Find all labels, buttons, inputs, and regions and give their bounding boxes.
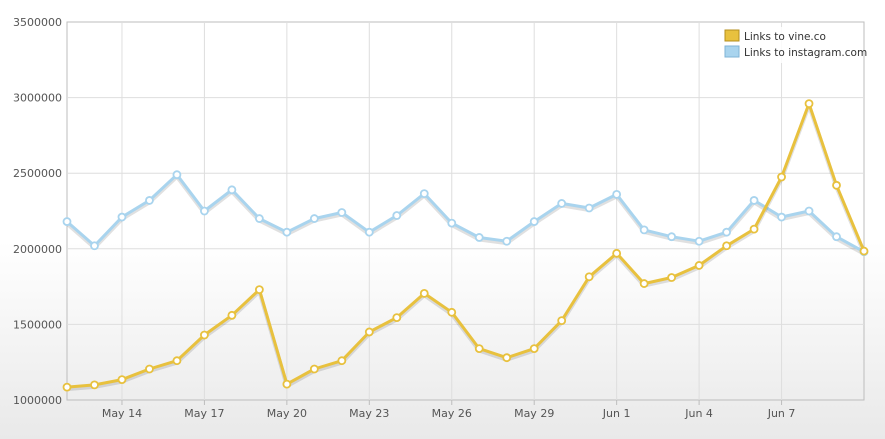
data-point-vine[interactable] — [529, 344, 539, 353]
legend-label-instagram: Links to instagram.com — [744, 47, 867, 59]
data-point-instagram[interactable] — [557, 199, 567, 208]
data-point-vine[interactable] — [722, 241, 731, 251]
data-point-instagram[interactable] — [364, 227, 374, 237]
data-point-instagram[interactable] — [62, 217, 72, 226]
y-tick-label: 2000000 — [13, 243, 62, 256]
data-point-vine[interactable] — [254, 285, 264, 295]
data-point-vine[interactable] — [117, 375, 127, 384]
data-point-vine[interactable] — [419, 289, 429, 298]
data-point-instagram[interactable] — [117, 212, 127, 222]
data-point-vine[interactable] — [447, 307, 457, 317]
x-tick-label: Jun 1 — [602, 407, 631, 420]
y-tick-label: 2500000 — [13, 167, 62, 180]
x-tick-label: Jun 7 — [767, 407, 796, 420]
data-point-instagram[interactable] — [282, 227, 292, 237]
y-tick-label: 3500000 — [13, 16, 62, 29]
y-tick-label: 1500000 — [13, 318, 62, 331]
legend-swatch-instagram — [724, 45, 740, 58]
legend-swatch-vine — [724, 29, 740, 42]
data-point-vine[interactable] — [749, 224, 759, 234]
data-point-instagram[interactable] — [722, 227, 731, 237]
data-point-instagram[interactable] — [309, 214, 319, 223]
data-point-vine[interactable] — [694, 261, 704, 270]
data-point-instagram[interactable] — [419, 189, 429, 199]
data-point-vine[interactable] — [200, 330, 209, 340]
data-point-vine[interactable] — [502, 353, 512, 363]
data-point-vine[interactable] — [227, 310, 237, 320]
data-point-vine[interactable] — [282, 379, 292, 389]
data-point-instagram[interactable] — [832, 232, 841, 242]
data-point-instagram[interactable] — [474, 233, 484, 242]
series-line-shadow-vine — [66, 103, 866, 392]
data-point-instagram[interactable] — [749, 196, 759, 205]
data-point-instagram[interactable] — [612, 189, 622, 199]
data-point-instagram[interactable] — [90, 241, 99, 251]
y-axis-ticks: 3500000 3000000 2500000 2000000 1500000 10000… — [13, 16, 62, 407]
data-point-vine[interactable] — [392, 313, 402, 322]
series-group — [62, 99, 869, 392]
x-tick-label: Jun 4 — [684, 407, 713, 420]
x-tick-label: May 20 — [267, 407, 307, 420]
data-point-vine[interactable] — [612, 248, 622, 258]
x-tick-label: May 17 — [184, 407, 224, 420]
data-point-instagram[interactable] — [777, 212, 786, 222]
x-tick-label: May 23 — [349, 407, 389, 420]
data-point-vine[interactable] — [62, 382, 72, 392]
data-point-vine[interactable] — [337, 356, 347, 366]
data-point-instagram[interactable] — [502, 236, 512, 246]
data-point-vine[interactable] — [172, 356, 182, 366]
data-point-vine[interactable] — [309, 364, 319, 374]
data-point-instagram[interactable] — [639, 225, 649, 235]
data-point-instagram[interactable] — [694, 236, 704, 246]
data-point-vine[interactable] — [777, 172, 786, 182]
series-line-vine — [66, 102, 866, 389]
data-point-vine[interactable] — [667, 273, 677, 282]
data-point-instagram[interactable] — [254, 214, 264, 223]
data-point-instagram[interactable] — [392, 211, 402, 220]
data-point-vine[interactable] — [639, 279, 649, 288]
data-point-vine[interactable] — [145, 364, 154, 374]
data-point-vine[interactable] — [364, 327, 374, 337]
data-point-vine[interactable] — [832, 180, 841, 190]
data-point-vine[interactable] — [557, 316, 567, 326]
legend-label-vine: Links to vine.co — [744, 31, 826, 43]
data-point-instagram[interactable] — [529, 217, 539, 226]
data-point-instagram[interactable] — [447, 218, 457, 228]
x-tick-label: May 14 — [102, 407, 142, 420]
x-axis-ticks: May 14 May 17 May 20 May 23 May 26 May 29 Jun … — [102, 400, 796, 420]
series-line-instagram — [66, 173, 865, 254]
legend: Links to vine.co Links to instagram.com — [720, 27, 867, 63]
x-tick-label: May 29 — [514, 407, 554, 420]
data-point-instagram[interactable] — [227, 185, 237, 195]
data-point-vine[interactable] — [804, 99, 814, 109]
data-point-instagram[interactable] — [172, 170, 182, 180]
plot-area — [66, 21, 865, 401]
legend-box — [720, 27, 862, 63]
data-point-vine[interactable] — [584, 272, 594, 282]
y-tick-label: 3000000 — [13, 92, 62, 105]
x-tick-label: May 26 — [432, 407, 472, 420]
data-point-instagram[interactable] — [804, 206, 814, 216]
data-point-instagram[interactable] — [584, 203, 594, 213]
y-tick-label: 1000000 — [13, 394, 62, 407]
data-point-instagram[interactable] — [337, 208, 347, 217]
data-point-instagram[interactable] — [200, 206, 209, 216]
data-point-instagram[interactable] — [145, 196, 154, 205]
data-point-instagram[interactable] — [667, 232, 677, 242]
data-point-vine[interactable] — [474, 344, 484, 353]
data-point-vine[interactable] — [90, 380, 99, 390]
data-point-vine[interactable] — [859, 246, 869, 256]
grid-lines — [67, 22, 864, 400]
